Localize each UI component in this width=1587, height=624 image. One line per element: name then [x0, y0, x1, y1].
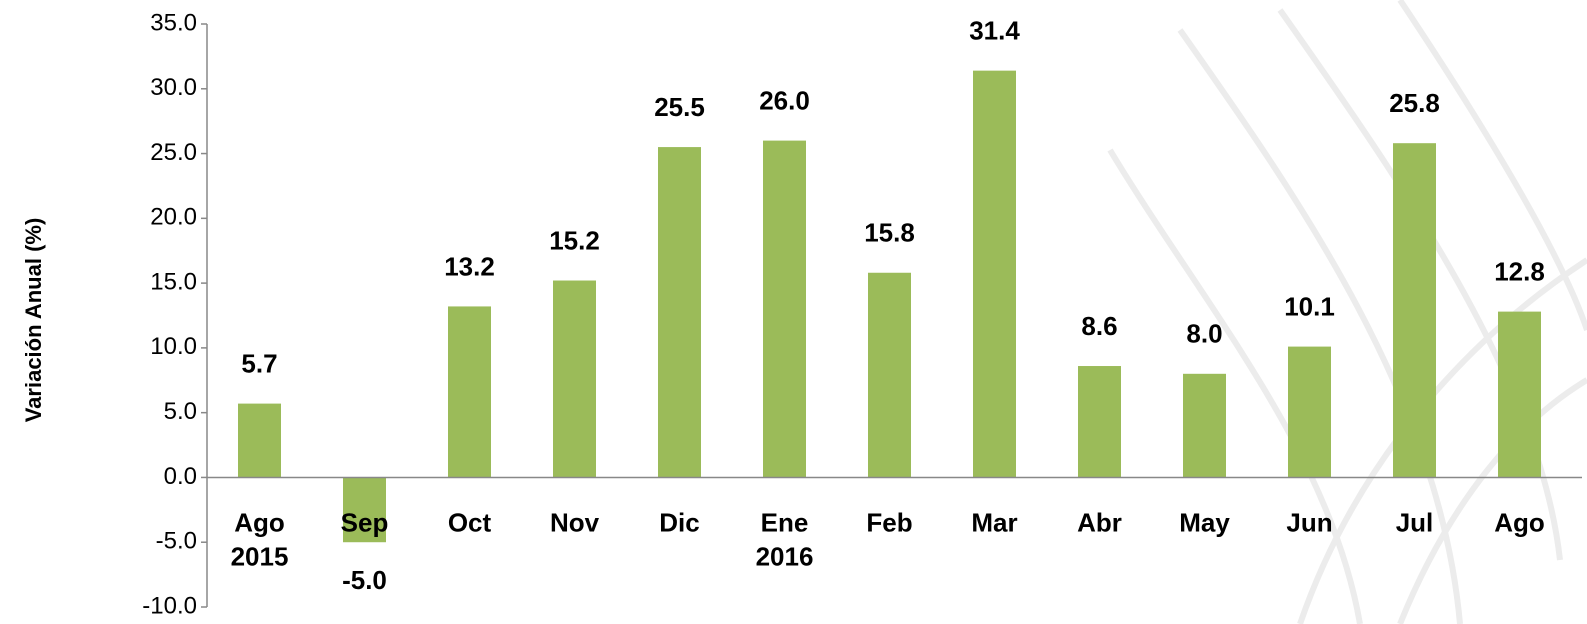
- x-tick-label: Jul: [1396, 507, 1434, 537]
- bar: [868, 272, 911, 478]
- x-tick-label: Abr: [1077, 507, 1122, 537]
- bar: [1078, 366, 1121, 478]
- y-tick-label: 20.0: [150, 204, 197, 231]
- data-label: 12.8: [1494, 256, 1545, 286]
- data-label: 25.8: [1389, 88, 1440, 118]
- data-label: 15.2: [549, 225, 600, 255]
- x-tick-label: May: [1179, 507, 1230, 537]
- data-label: 31.4: [969, 16, 1020, 46]
- data-label: -5.0: [342, 565, 387, 595]
- bar: [658, 147, 701, 478]
- data-label: 8.0: [1186, 319, 1222, 349]
- data-label: 25.5: [654, 92, 705, 122]
- bar: [238, 403, 281, 478]
- data-label: 15.8: [864, 218, 915, 248]
- x-tick-label: Ago: [1494, 507, 1545, 537]
- data-label: 5.7: [241, 348, 277, 378]
- data-label: 10.1: [1284, 291, 1335, 321]
- bar: [1183, 373, 1226, 478]
- y-tick-label: 30.0: [150, 74, 197, 101]
- x-tick-label: Feb: [866, 507, 912, 537]
- x-tick-label: Jun: [1286, 507, 1332, 537]
- y-tick-label: 5.0: [164, 398, 197, 425]
- y-tick-label: 25.0: [150, 139, 197, 166]
- x-tick-label: Dic: [659, 507, 699, 537]
- x-tick-label: Nov: [550, 507, 600, 537]
- bar: [973, 70, 1016, 478]
- bar: [1498, 311, 1541, 478]
- bar: [553, 280, 596, 478]
- y-tick-label: 0.0: [164, 463, 197, 490]
- bar: [1288, 346, 1331, 478]
- data-label: 26.0: [759, 85, 810, 115]
- bar: [343, 477, 386, 543]
- x-tick-label: Sep: [341, 507, 389, 537]
- y-tick-label: -10.0: [142, 592, 197, 619]
- bar: [1393, 143, 1436, 478]
- x-tick-label: Ago 2015: [231, 507, 289, 571]
- x-tick-label: Oct: [448, 507, 492, 537]
- y-tick-label: 15.0: [150, 268, 197, 295]
- y-tick-label: -5.0: [156, 528, 197, 555]
- data-label: 13.2: [444, 251, 495, 281]
- x-tick-label: Ene 2016: [756, 507, 814, 571]
- y-axis-title: Variación Anual (%): [21, 218, 46, 423]
- bar: [763, 140, 806, 478]
- data-label: 8.6: [1081, 311, 1117, 341]
- x-tick-label: Mar: [971, 507, 1017, 537]
- y-tick-label: 10.0: [150, 333, 197, 360]
- bar: [448, 306, 491, 478]
- y-tick-label: 35.0: [150, 9, 197, 36]
